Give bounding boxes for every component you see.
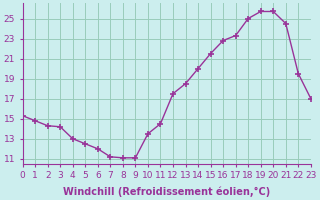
- X-axis label: Windchill (Refroidissement éolien,°C): Windchill (Refroidissement éolien,°C): [63, 186, 270, 197]
